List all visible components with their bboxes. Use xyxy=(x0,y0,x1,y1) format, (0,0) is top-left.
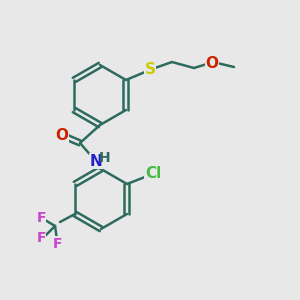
Text: O: O xyxy=(56,128,68,142)
Text: F: F xyxy=(52,237,62,251)
Text: F: F xyxy=(36,211,46,225)
Text: N: N xyxy=(90,154,102,169)
Text: H: H xyxy=(99,151,111,165)
Text: S: S xyxy=(145,62,155,77)
Text: O: O xyxy=(206,56,218,70)
Text: Cl: Cl xyxy=(145,167,161,182)
Text: F: F xyxy=(36,231,46,245)
